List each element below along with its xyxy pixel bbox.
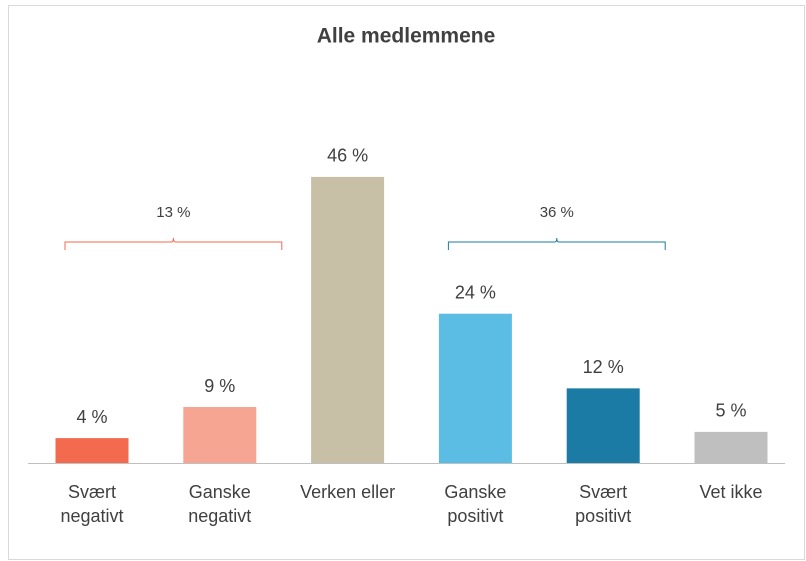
x-tick-label: Verken eller xyxy=(300,482,396,502)
value-label: 24 % xyxy=(455,282,496,302)
bar xyxy=(566,388,640,463)
value-label: 9 % xyxy=(204,376,235,396)
x-tick-label: Svært positivt xyxy=(575,482,632,526)
annotation: 36 % xyxy=(540,204,574,221)
value-label: 46 % xyxy=(327,146,368,166)
value-label: 4 % xyxy=(76,407,107,427)
bar xyxy=(311,176,385,463)
x-tick-label: Ganske negativt xyxy=(188,482,252,526)
bracket xyxy=(64,237,283,250)
value-label: 5 % xyxy=(715,401,746,421)
annotation: 13 % xyxy=(156,204,190,221)
x-tick-label: Svært negativt xyxy=(60,482,124,526)
chart-title: Alle medlemmene xyxy=(317,25,496,48)
bracket xyxy=(447,237,666,250)
bar xyxy=(438,313,512,463)
bar xyxy=(694,431,768,463)
x-tick-label: Ganske positivt xyxy=(444,482,507,526)
bar xyxy=(183,407,257,463)
chart-frame xyxy=(8,5,805,560)
value-label: 12 % xyxy=(583,357,624,377)
x-tick-label: Vet ikke xyxy=(699,482,763,502)
bar xyxy=(55,438,129,463)
